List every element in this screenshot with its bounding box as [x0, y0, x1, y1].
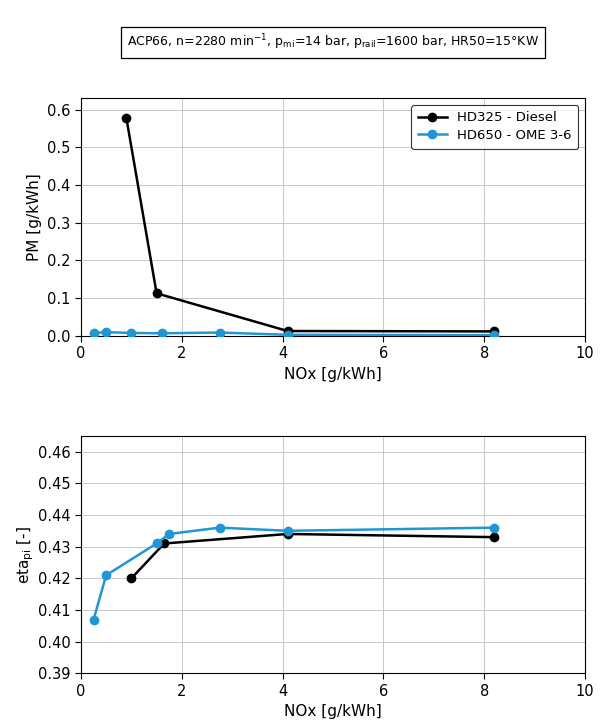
Legend: HD325 - Diesel, HD650 - OME 3-6: HD325 - Diesel, HD650 - OME 3-6	[411, 105, 578, 149]
HD650 - OME 3-6	[128, 328, 135, 337]
HD325 - Diesel	[123, 114, 130, 122]
HD325 - Diesel	[161, 539, 168, 548]
HD650 - OME 3-6	[491, 331, 498, 339]
HD325 - Diesel	[491, 533, 498, 542]
HD650 - OME 3-6	[103, 571, 110, 579]
Y-axis label: PM [g/kWh]: PM [g/kWh]	[26, 173, 41, 261]
HD325 - Diesel	[284, 529, 291, 538]
HD650 - OME 3-6	[158, 329, 165, 338]
HD325 - Diesel	[128, 574, 135, 582]
HD650 - OME 3-6	[284, 331, 291, 339]
Text: ACP66, n=2280 min$^{\mathregular{-1}}$, p$_{\mathregular{mi}}$=14 bar, p$_{\math: ACP66, n=2280 min$^{\mathregular{-1}}$, …	[127, 33, 539, 52]
Line: HD325 - Diesel: HD325 - Diesel	[127, 530, 499, 582]
Line: HD650 - OME 3-6: HD650 - OME 3-6	[89, 328, 499, 339]
Line: HD650 - OME 3-6: HD650 - OME 3-6	[89, 523, 499, 624]
HD650 - OME 3-6	[491, 523, 498, 532]
HD650 - OME 3-6	[153, 539, 160, 548]
HD325 - Diesel	[284, 327, 291, 336]
HD650 - OME 3-6	[103, 328, 110, 336]
HD650 - OME 3-6	[216, 328, 223, 337]
HD650 - OME 3-6	[216, 523, 223, 532]
Text: eta$_{\mathregular{pi}}$ [-]: eta$_{\mathregular{pi}}$ [-]	[15, 526, 36, 584]
X-axis label: NOx [g/kWh]: NOx [g/kWh]	[284, 705, 382, 719]
HD650 - OME 3-6	[90, 328, 97, 337]
HD650 - OME 3-6	[90, 615, 97, 624]
HD325 - Diesel	[491, 327, 498, 336]
HD650 - OME 3-6	[284, 526, 291, 535]
X-axis label: NOx [g/kWh]: NOx [g/kWh]	[284, 367, 382, 382]
Line: HD325 - Diesel: HD325 - Diesel	[122, 114, 499, 336]
HD325 - Diesel	[153, 289, 160, 298]
HD650 - OME 3-6	[166, 529, 173, 538]
